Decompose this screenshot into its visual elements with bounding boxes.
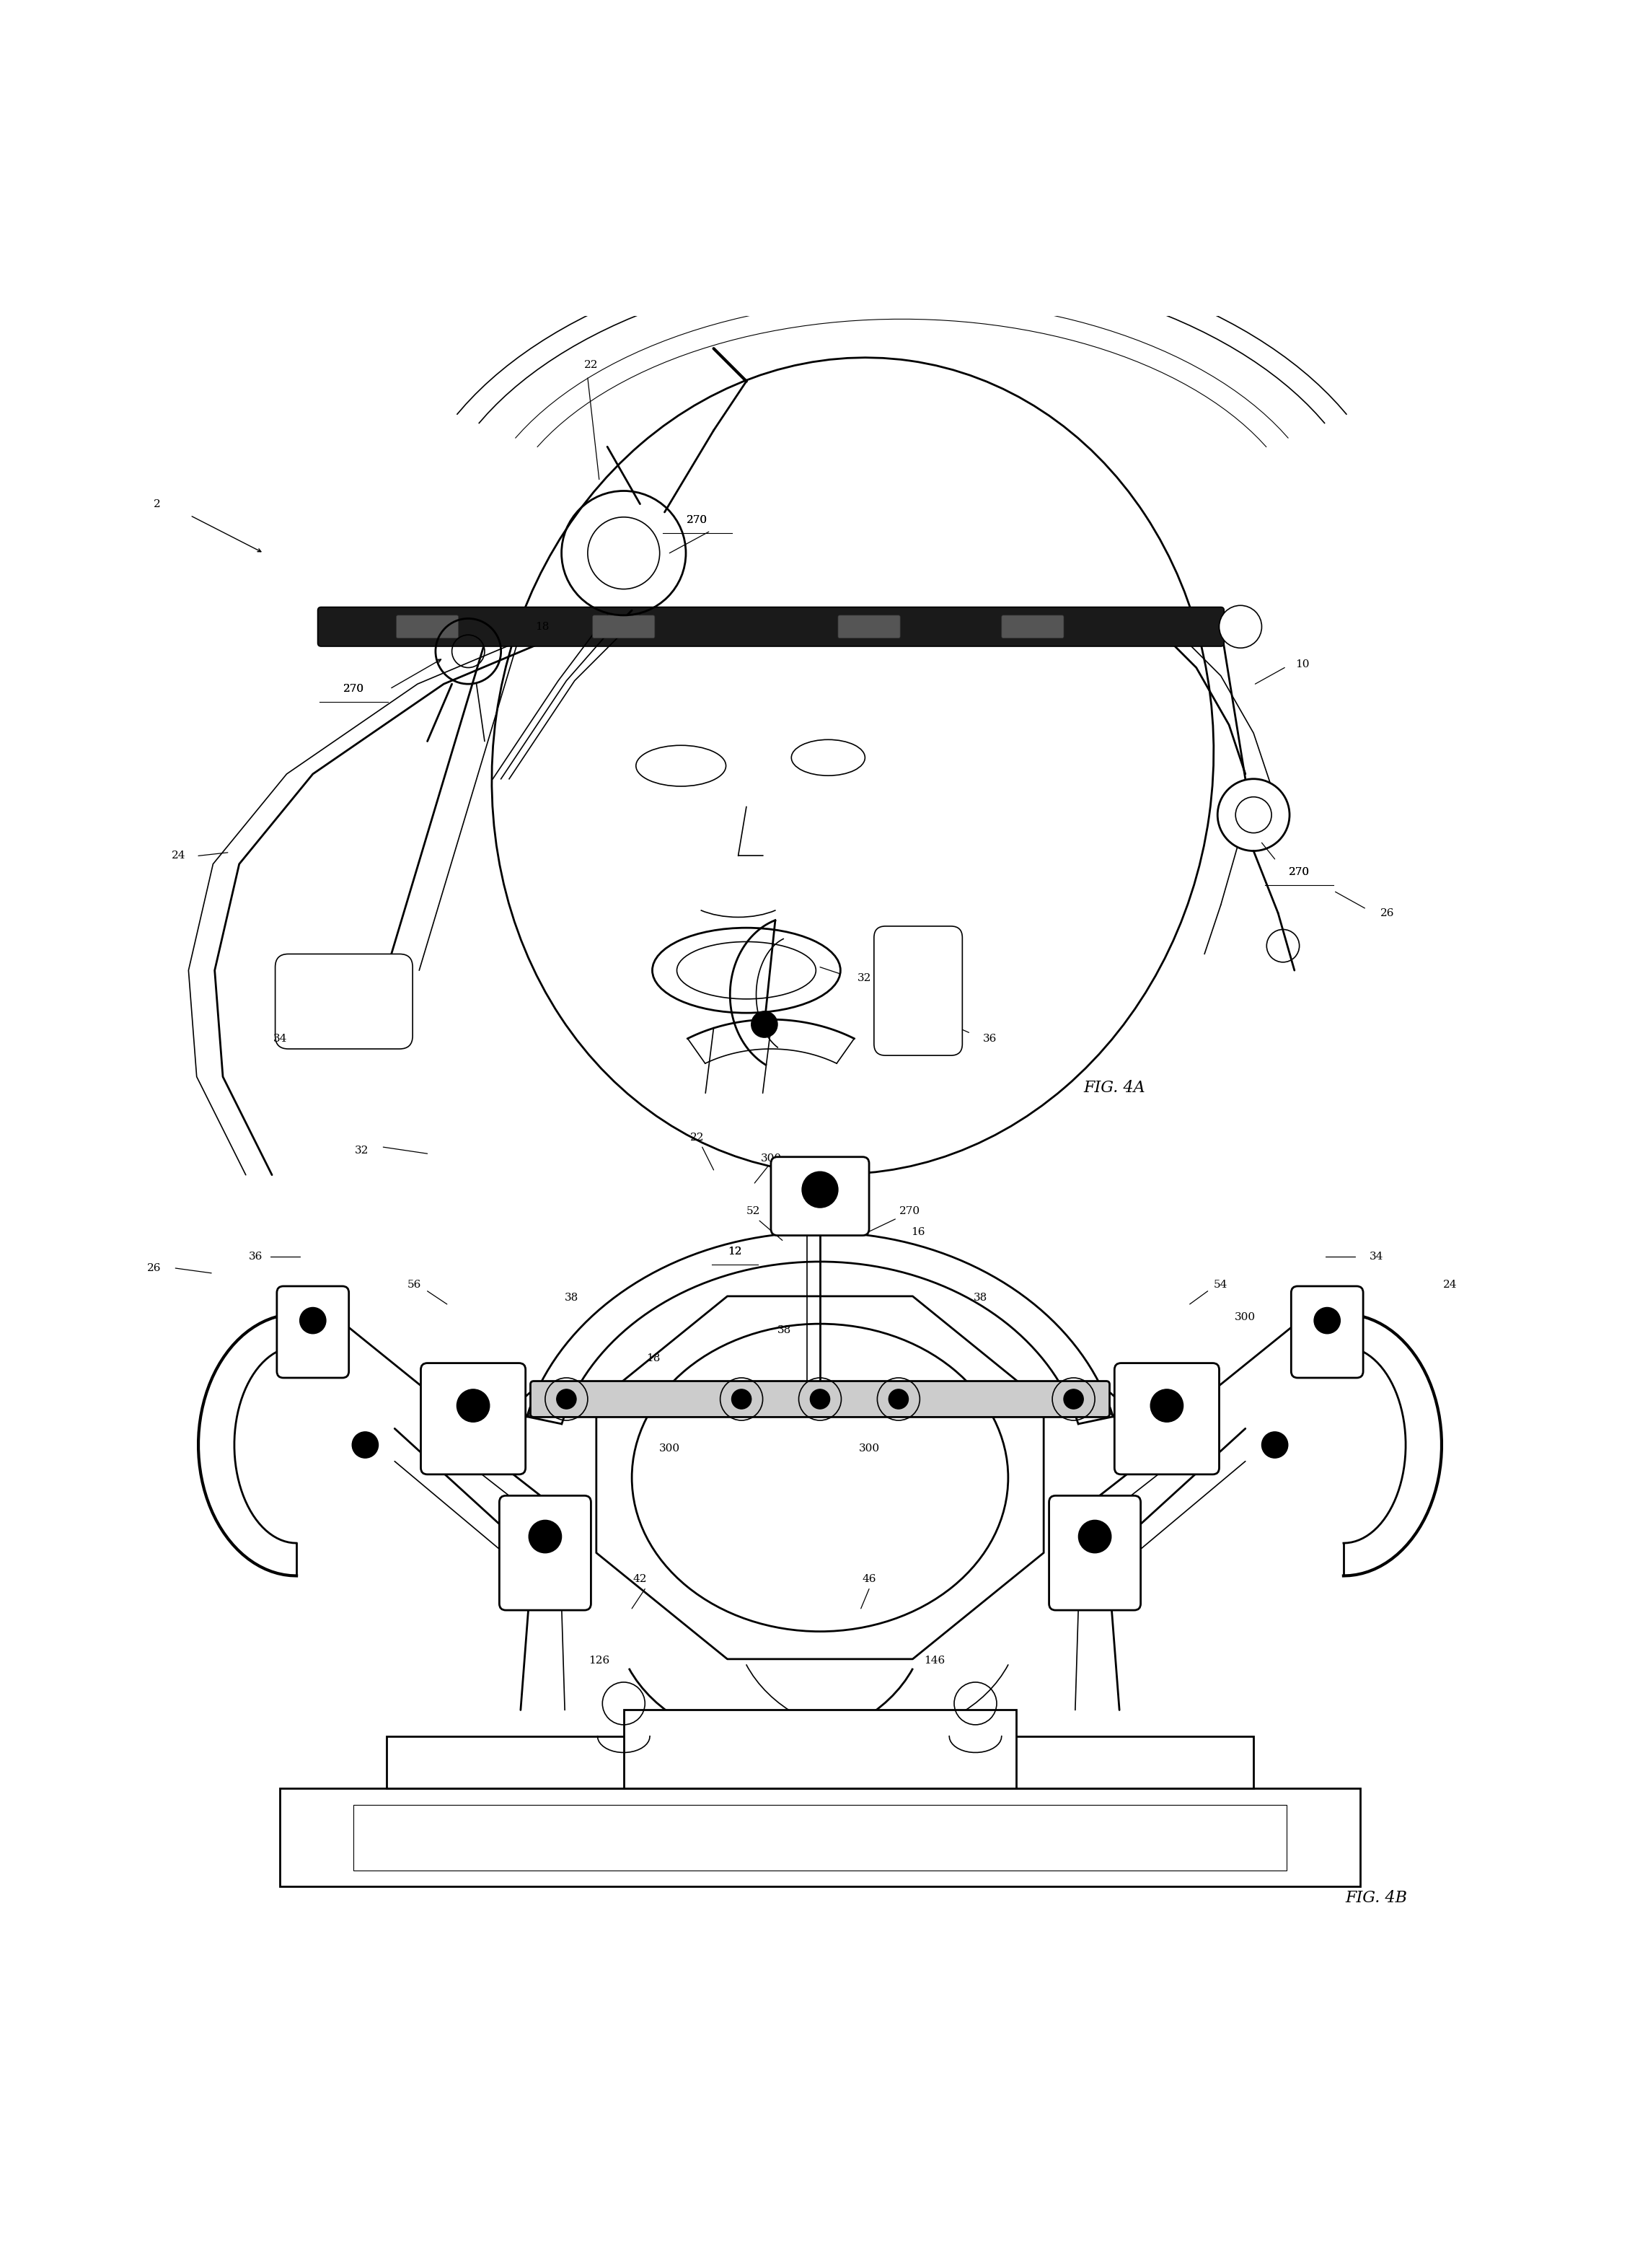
Circle shape: [1079, 1520, 1112, 1554]
FancyBboxPatch shape: [421, 1363, 525, 1474]
Text: 32: 32: [858, 973, 871, 984]
Text: 54: 54: [1214, 1279, 1228, 1290]
Circle shape: [556, 1390, 576, 1408]
Text: 42: 42: [633, 1574, 648, 1583]
Text: 300: 300: [298, 1313, 320, 1322]
Text: 22: 22: [584, 361, 599, 370]
FancyBboxPatch shape: [280, 1789, 1360, 1887]
Text: 270: 270: [540, 1397, 561, 1408]
Text: 270: 270: [343, 685, 364, 694]
Text: 18: 18: [646, 1354, 661, 1363]
Text: 270: 270: [687, 515, 708, 526]
FancyBboxPatch shape: [771, 1157, 869, 1236]
Text: 300: 300: [761, 1154, 781, 1163]
FancyBboxPatch shape: [277, 1286, 349, 1379]
FancyBboxPatch shape: [1291, 1286, 1363, 1379]
Text: 34: 34: [274, 1034, 287, 1043]
Text: 270: 270: [899, 1207, 920, 1216]
Text: 22: 22: [690, 1132, 704, 1143]
Circle shape: [751, 1012, 777, 1036]
Text: 16: 16: [912, 1227, 925, 1238]
Circle shape: [1064, 1390, 1084, 1408]
Text: 2: 2: [154, 499, 161, 508]
Text: 300: 300: [1235, 1313, 1256, 1322]
Text: 38: 38: [777, 1325, 790, 1336]
Text: FIG. 4B: FIG. 4B: [1345, 1889, 1407, 1905]
Text: 38: 38: [974, 1293, 987, 1302]
Text: 300: 300: [659, 1442, 681, 1454]
Circle shape: [300, 1306, 326, 1334]
Text: 26: 26: [148, 1263, 161, 1272]
FancyBboxPatch shape: [1115, 1363, 1219, 1474]
FancyBboxPatch shape: [276, 955, 413, 1048]
Text: 270: 270: [915, 1397, 936, 1408]
Circle shape: [528, 1520, 561, 1554]
Text: 56: 56: [407, 1279, 421, 1290]
Circle shape: [1314, 1306, 1340, 1334]
Circle shape: [802, 1173, 838, 1207]
FancyBboxPatch shape: [387, 1737, 1253, 1789]
FancyBboxPatch shape: [874, 925, 963, 1055]
Text: 270: 270: [343, 685, 364, 694]
Text: 46: 46: [863, 1574, 876, 1583]
FancyBboxPatch shape: [1050, 1495, 1141, 1610]
Text: FIG. 4A: FIG. 4A: [1084, 1080, 1145, 1095]
Text: 24: 24: [172, 850, 185, 862]
FancyBboxPatch shape: [530, 1381, 1110, 1418]
Text: 270: 270: [540, 1397, 561, 1408]
Text: 32: 32: [354, 1145, 369, 1154]
FancyBboxPatch shape: [397, 615, 459, 637]
Circle shape: [458, 1390, 489, 1422]
Text: 36: 36: [982, 1034, 997, 1043]
FancyBboxPatch shape: [354, 1805, 1286, 1871]
Text: 126: 126: [589, 1656, 610, 1667]
Circle shape: [1261, 1431, 1287, 1458]
Text: 270: 270: [687, 515, 708, 526]
FancyBboxPatch shape: [1002, 615, 1064, 637]
Circle shape: [1151, 1390, 1182, 1422]
Circle shape: [1219, 606, 1261, 649]
FancyBboxPatch shape: [592, 615, 654, 637]
Text: 36: 36: [249, 1252, 262, 1261]
FancyBboxPatch shape: [499, 1495, 590, 1610]
Text: 34: 34: [1369, 1252, 1383, 1261]
Circle shape: [1266, 930, 1299, 962]
Circle shape: [353, 1431, 379, 1458]
Circle shape: [731, 1390, 751, 1408]
Text: 24: 24: [1443, 1279, 1456, 1290]
Text: 270: 270: [1289, 866, 1310, 878]
Text: 18: 18: [535, 621, 549, 633]
Text: 26: 26: [1381, 907, 1394, 919]
Text: 270: 270: [1289, 866, 1310, 878]
FancyBboxPatch shape: [623, 1710, 1017, 1789]
FancyBboxPatch shape: [838, 615, 900, 637]
FancyBboxPatch shape: [318, 608, 1223, 646]
Text: 270: 270: [915, 1397, 936, 1408]
Text: 300: 300: [859, 1442, 879, 1454]
Text: 38: 38: [564, 1293, 579, 1302]
Circle shape: [810, 1390, 830, 1408]
Text: 12: 12: [728, 1247, 741, 1256]
Text: 146: 146: [923, 1656, 945, 1667]
Circle shape: [889, 1390, 909, 1408]
Text: 10: 10: [1296, 660, 1310, 669]
Text: 12: 12: [728, 1247, 741, 1256]
Text: 52: 52: [746, 1207, 759, 1216]
